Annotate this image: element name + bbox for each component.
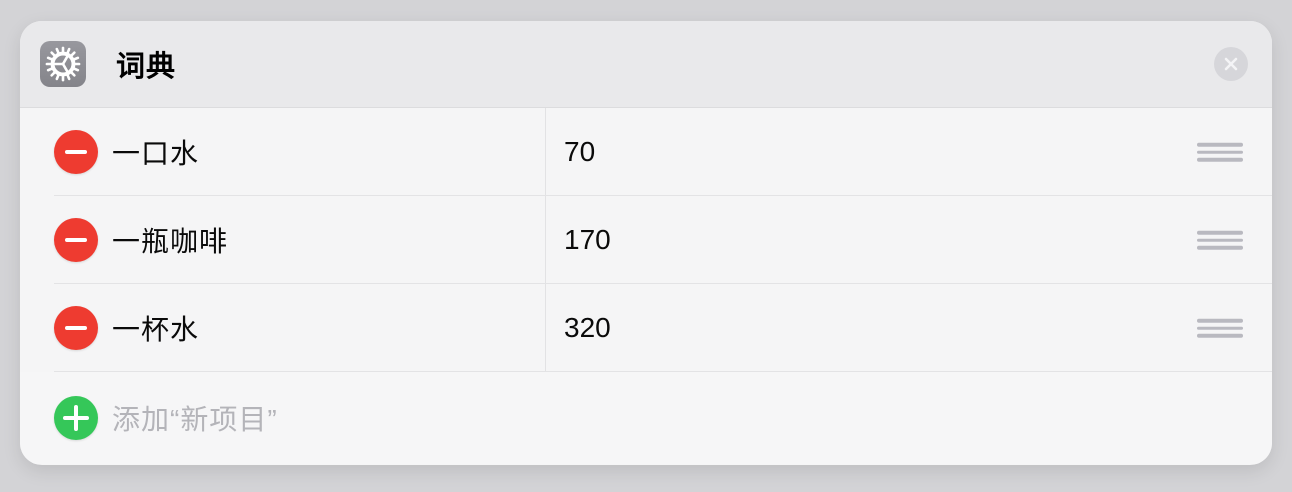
key-field[interactable]: 一口水 — [112, 138, 200, 169]
dictionary-row: 一杯水 320 — [20, 284, 1272, 372]
key-cell: 一瓶咖啡 — [20, 196, 545, 284]
drag-handle-icon[interactable] — [1197, 137, 1243, 168]
value-cell: 320 — [545, 284, 1272, 372]
key-cell: 一口水 — [20, 108, 545, 196]
remove-row-button[interactable] — [54, 218, 98, 262]
card-header: 词典 — [20, 21, 1272, 108]
dictionary-row: 一瓶咖啡 170 — [20, 196, 1272, 284]
drag-handle-icon[interactable] — [1197, 313, 1243, 344]
key-field[interactable]: 一瓶咖啡 — [112, 226, 229, 257]
action-title: 词典 — [116, 51, 177, 83]
value-field[interactable]: 170 — [564, 224, 611, 255]
close-icon[interactable] — [1214, 47, 1248, 81]
gear-icon — [40, 41, 86, 87]
dictionary-action-card: 词典 一口水 70 — [20, 21, 1272, 465]
add-item-button[interactable] — [54, 396, 98, 440]
drag-handle-icon[interactable] — [1197, 225, 1243, 256]
key-field[interactable]: 一杯水 — [112, 314, 200, 345]
value-field[interactable]: 320 — [564, 312, 611, 343]
remove-row-button[interactable] — [54, 306, 98, 350]
add-item-placeholder: 添加“新项目” — [112, 404, 278, 435]
add-item-row[interactable]: 添加“新项目” — [20, 372, 1272, 464]
value-cell: 170 — [545, 196, 1272, 284]
dictionary-row: 一口水 70 — [20, 108, 1272, 196]
remove-row-button[interactable] — [54, 130, 98, 174]
value-cell: 70 — [545, 108, 1272, 196]
key-cell: 一杯水 — [20, 284, 545, 372]
value-field[interactable]: 70 — [564, 136, 596, 167]
